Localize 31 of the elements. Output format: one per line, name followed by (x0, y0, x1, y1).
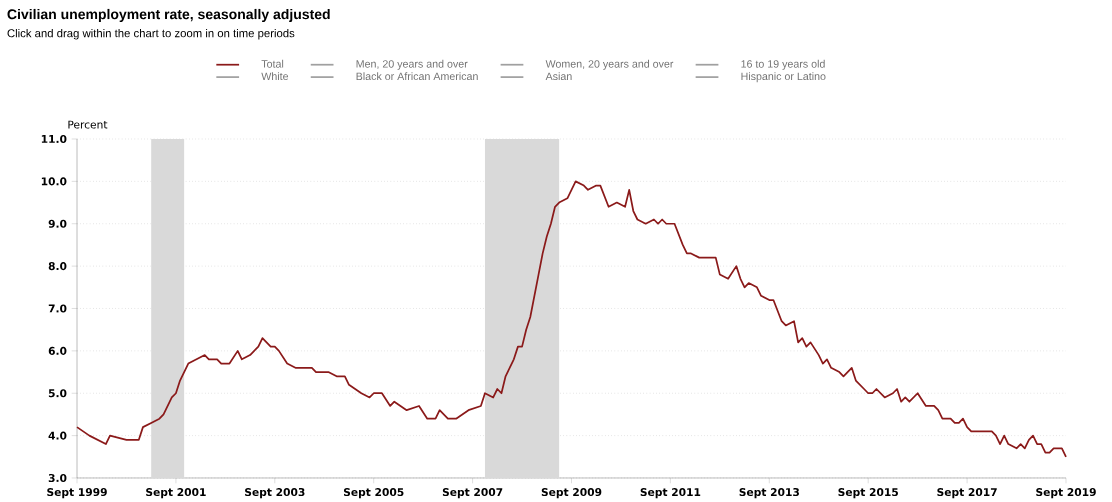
y-tick-label: 3.0 (48, 473, 67, 483)
y-tick-label: 4.0 (48, 431, 67, 440)
chart-title: Civilian unemployment rate, seasonally adjusted (7, 8, 330, 22)
x-tick-label: Sept 2005 (343, 488, 404, 499)
legend-label: Total (261, 59, 284, 68)
x-tick-label: Sept 2007 (442, 488, 503, 499)
x-tick-label: Sept 2017 (937, 488, 997, 499)
legend-label: White (261, 72, 289, 81)
chart-subtitle: Click and drag within the chart to zoom in on time periods (7, 28, 295, 40)
y-tick-label: 5.0 (48, 389, 67, 398)
x-tick-label: Sept 2001 (146, 488, 206, 499)
y-tick-label: 7.0 (48, 304, 67, 313)
y-tick-label: 9.0 (48, 219, 67, 228)
x-tick-label: Sept 2003 (245, 488, 305, 499)
legend-label: Black or African American (356, 72, 478, 81)
y-axis-title: Percent (68, 120, 108, 129)
x-tick-label: Sept 2013 (739, 488, 799, 499)
x-tick-label: Sept 2011 (640, 488, 701, 499)
y-tick-label: 6.0 (48, 346, 67, 355)
legend-label: Hispanic or Latino (741, 72, 826, 83)
x-tick-label: Sept 2009 (541, 488, 602, 499)
y-tick-label: 8.0 (48, 262, 67, 271)
legend-label: 16 to 19 years old (741, 59, 825, 70)
legend-label: Asian (545, 72, 572, 81)
y-tick-label: 10.0 (41, 177, 67, 186)
x-tick-label: Sept 2019 (1036, 488, 1096, 499)
x-tick-label: Sept 1999 (47, 488, 107, 499)
y-tick-label: 11.0 (41, 134, 67, 144)
legend-label: Women, 20 years and over (545, 59, 674, 70)
x-tick-label: Sept 2015 (838, 488, 898, 499)
legend-label: Men, 20 years and over (356, 59, 468, 70)
